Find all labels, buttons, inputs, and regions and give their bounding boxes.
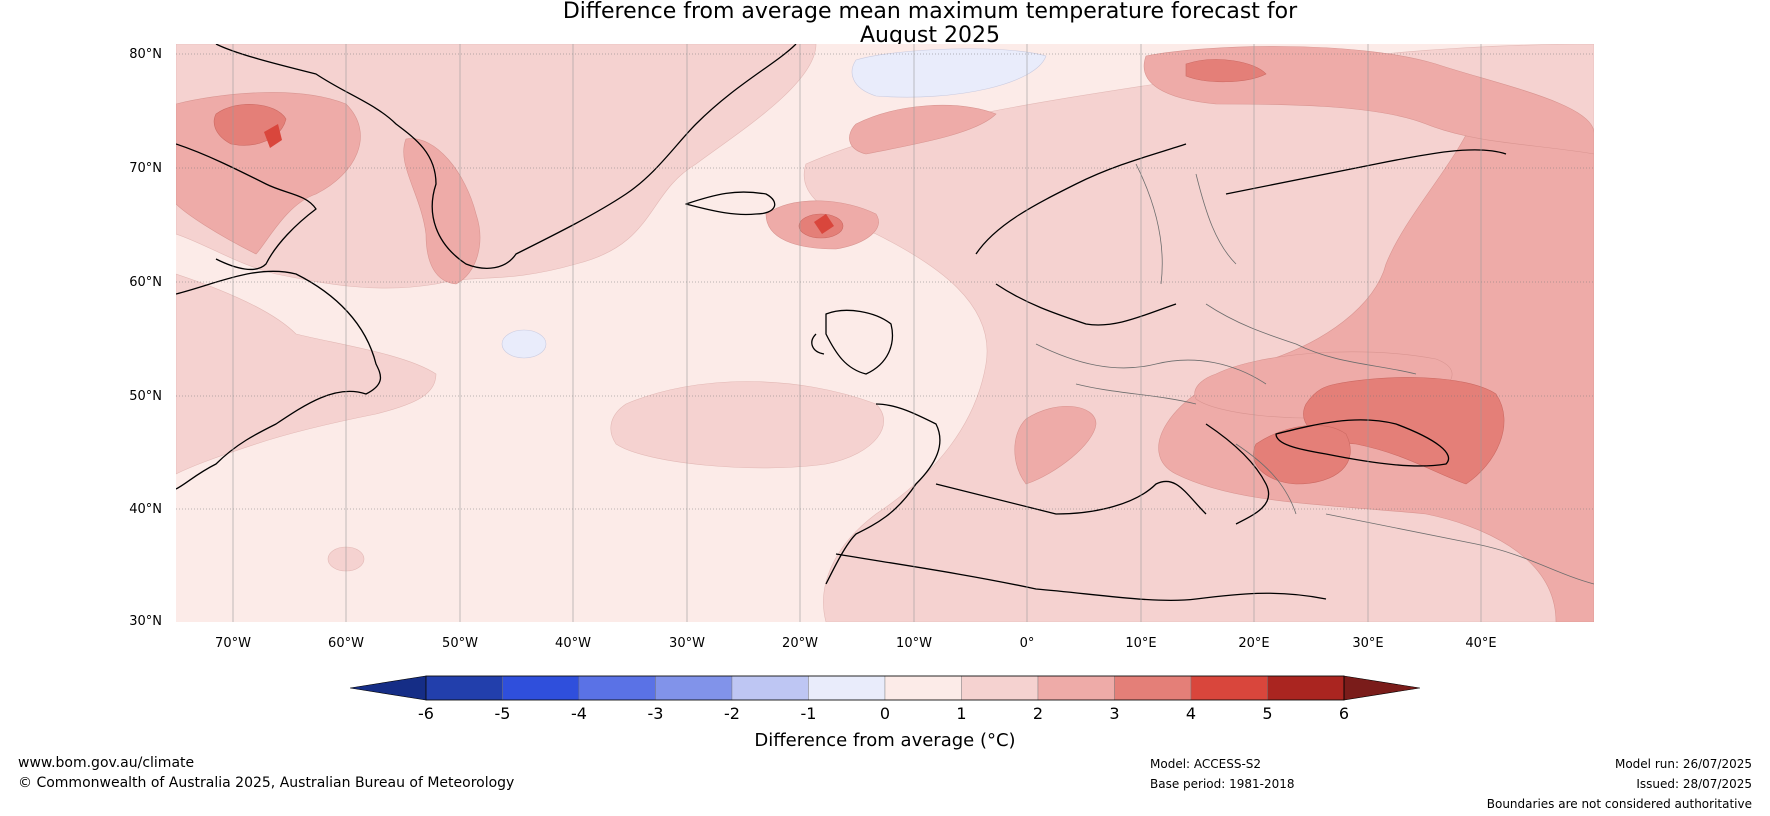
strong-warm-iberia <box>1014 406 1097 485</box>
colorbar-cells <box>425 675 1345 701</box>
lon-label-30w: 30°W <box>669 636 705 651</box>
strong-warm-greenland-east <box>403 138 481 285</box>
title-line-2: August 2025 <box>860 23 1000 48</box>
colorbar-under-triangle <box>350 675 427 701</box>
graticule <box>176 53 1594 510</box>
footer-model: Model: ACCESS-S2 <box>1150 757 1262 771</box>
very-hot-greenland <box>264 124 282 148</box>
colorbar-tick-label: -6 <box>418 704 434 723</box>
warm-zone-west-coast <box>176 273 437 475</box>
colorbar-tick-label: -2 <box>724 704 740 723</box>
cool-patch-north <box>851 48 1047 98</box>
colorbar-tick-label: -3 <box>647 704 664 723</box>
colorbar-tick-label: 6 <box>1338 704 1350 723</box>
colorbar-cell <box>731 675 809 701</box>
colorbar-label: Difference from average (°C) <box>754 730 1016 751</box>
lon-label-50w: 50°W <box>442 636 478 651</box>
very-hot-iceland <box>814 214 834 234</box>
colorbar-tick-label: 4 <box>1185 704 1197 723</box>
footer-base-period: Base period: 1981-2018 <box>1150 777 1295 791</box>
colorbar-tick-label: -5 <box>494 704 511 723</box>
colorbar-cell <box>961 675 1039 701</box>
colorbar-tick-label: 2 <box>1032 704 1044 723</box>
warm-zone-mid-atlantic <box>610 381 884 469</box>
footer-copyright: © Commonwealth of Australia 2025, Austra… <box>18 775 515 791</box>
hot-zone-svalbard <box>1185 59 1267 83</box>
colorbar-cell <box>502 675 580 701</box>
colorbar-cell <box>425 675 503 701</box>
footer-issued: Issued: 28/07/2025 <box>1636 777 1752 791</box>
colorbar-tick-label: 1 <box>956 704 967 723</box>
lon-label-10e: 10°E <box>1125 636 1157 651</box>
colorbar-over-triangle <box>1343 675 1420 701</box>
hot-zone-balkans <box>1253 425 1351 485</box>
lon-label-0: 0° <box>1019 636 1035 651</box>
colorbar-cell <box>1267 675 1345 701</box>
map-title: Difference from average mean maximum tem… <box>0 0 1770 48</box>
colorbar-tick-label: 3 <box>1109 704 1120 723</box>
lon-label-40e: 40°E <box>1465 636 1497 651</box>
lon-label-70w: 70°W <box>215 636 251 651</box>
lat-label-30n: 30°N <box>129 614 162 629</box>
colorbar-tick-label: 0 <box>879 704 891 723</box>
colorbar-cell <box>655 675 733 701</box>
cool-patch-atlantic <box>501 329 547 359</box>
lon-label-20e: 20°E <box>1238 636 1270 651</box>
colorbar-tick-label: 5 <box>1262 704 1273 723</box>
lat-label-50n: 50°N <box>129 389 162 404</box>
lat-label-70n: 70°N <box>129 161 162 176</box>
strong-warm-norwegian-sea <box>849 104 997 155</box>
lon-label-40w: 40°W <box>555 636 591 651</box>
colorbar <box>350 675 1420 701</box>
colorbar-cell <box>1190 675 1268 701</box>
lat-label-80n: 80°N <box>129 47 162 62</box>
lon-label-20w: 20°W <box>782 636 818 651</box>
lon-label-30e: 30°E <box>1352 636 1384 651</box>
footer-url: www.bom.gov.au/climate <box>18 755 195 771</box>
colorbar-cell <box>578 675 656 701</box>
hot-zone-ukraine <box>1303 377 1505 485</box>
map-canvas <box>176 44 1594 622</box>
footer-disclaimer: Boundaries are not considered authoritat… <box>1486 797 1752 811</box>
title-line-1: Difference from average mean maximum tem… <box>562 0 1298 24</box>
colorbar-cell <box>884 675 962 701</box>
lon-label-10w: 10°W <box>896 636 932 651</box>
meridians <box>232 44 1482 622</box>
anomaly-map <box>176 44 1594 622</box>
colorbar-tick-label: -4 <box>571 704 587 723</box>
lon-label-60w: 60°W <box>328 636 364 651</box>
colorbar-tick-label: -1 <box>800 704 817 723</box>
footer-model-run: Model run: 26/07/2025 <box>1614 757 1752 771</box>
borders <box>1035 163 1594 585</box>
lat-label-60n: 60°N <box>129 275 162 290</box>
lat-label-40n: 40°N <box>129 502 162 517</box>
colorbar-cell <box>1114 675 1192 701</box>
colorbar-cell <box>808 675 886 701</box>
colorbar-cell <box>1037 675 1115 701</box>
